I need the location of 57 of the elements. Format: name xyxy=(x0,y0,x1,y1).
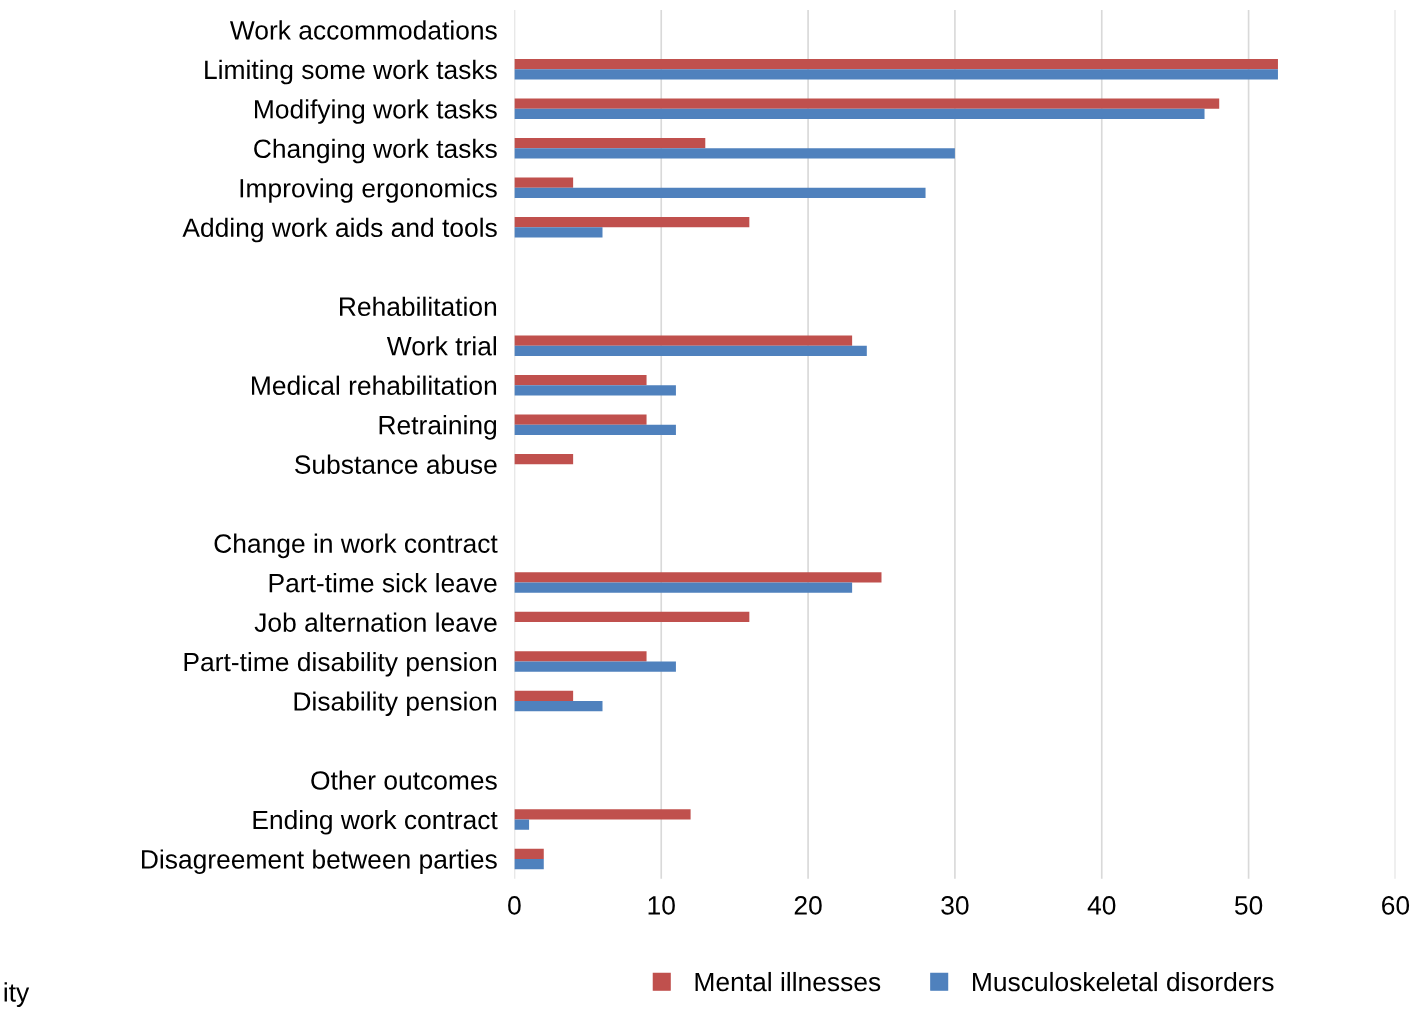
bar xyxy=(514,858,544,870)
bar xyxy=(514,177,574,188)
bar xyxy=(514,611,750,623)
bar xyxy=(514,108,1205,120)
y-tick-label: Medical rehabilitation xyxy=(252,375,497,395)
y-tick-label: Work accommodations xyxy=(229,20,497,40)
y-tick-label: Limiting some work tasks xyxy=(205,59,497,85)
x-tick-label: 30 xyxy=(941,896,969,915)
bar xyxy=(514,809,691,820)
bar xyxy=(514,690,574,702)
text: ity xyxy=(4,982,30,1007)
bar xyxy=(514,848,544,859)
legend-label: Musculoskeletal disorders xyxy=(973,971,1274,992)
x-tick-label: 20 xyxy=(794,896,822,915)
bar xyxy=(514,59,1278,70)
x-tick-label: 0 xyxy=(508,896,521,915)
y-tick-label: Job alternation leave xyxy=(254,612,497,632)
y-tick-label: Part-time sick leave xyxy=(269,573,497,593)
bar xyxy=(514,227,603,238)
x-tick-label: 50 xyxy=(1234,896,1263,915)
bar xyxy=(514,819,530,830)
bar xyxy=(514,582,853,593)
bar xyxy=(514,216,750,228)
bar xyxy=(514,424,676,435)
bar xyxy=(514,335,853,346)
y-tick-label: Disagreement between parties xyxy=(142,849,497,874)
y-tick-label: Improving ergonomics xyxy=(240,178,497,203)
bar xyxy=(514,414,647,425)
y-tick-label: Modifying work tasks xyxy=(255,99,497,124)
bar xyxy=(514,661,676,672)
bar xyxy=(514,345,867,356)
y-tick-label: Ending work contract xyxy=(253,809,498,835)
y-tick-label: Retraining xyxy=(379,415,497,440)
y-tick-label: Work trial xyxy=(386,336,496,356)
y-tick-label: Other outcomes xyxy=(311,770,497,790)
x-tick-label: 40 xyxy=(1087,896,1116,915)
x-tick-label: 60 xyxy=(1382,896,1410,915)
y-tick-label: Part-time disability pension xyxy=(184,651,497,677)
bar xyxy=(514,453,574,465)
bar xyxy=(514,69,1278,80)
bar xyxy=(514,385,676,396)
bar xyxy=(514,138,706,149)
bar xyxy=(514,148,955,159)
bar xyxy=(514,572,882,583)
y-tick-label: Adding work aids and tools xyxy=(182,217,497,243)
y-tick-label: Changing work tasks xyxy=(254,138,497,164)
y-tick-label: Substance abuse xyxy=(295,454,497,474)
bar xyxy=(514,701,603,712)
bar xyxy=(514,374,647,386)
y-tick-label: Change in work contract xyxy=(214,533,498,559)
y-tick-label: Disability pension xyxy=(294,691,497,717)
legend-label: Mental illnesses xyxy=(695,971,881,992)
x-tick-label: 10 xyxy=(648,896,675,915)
y-tick-label: Rehabilitation xyxy=(340,296,497,317)
bar xyxy=(514,651,647,662)
bar xyxy=(514,187,926,199)
bar xyxy=(514,98,1220,109)
